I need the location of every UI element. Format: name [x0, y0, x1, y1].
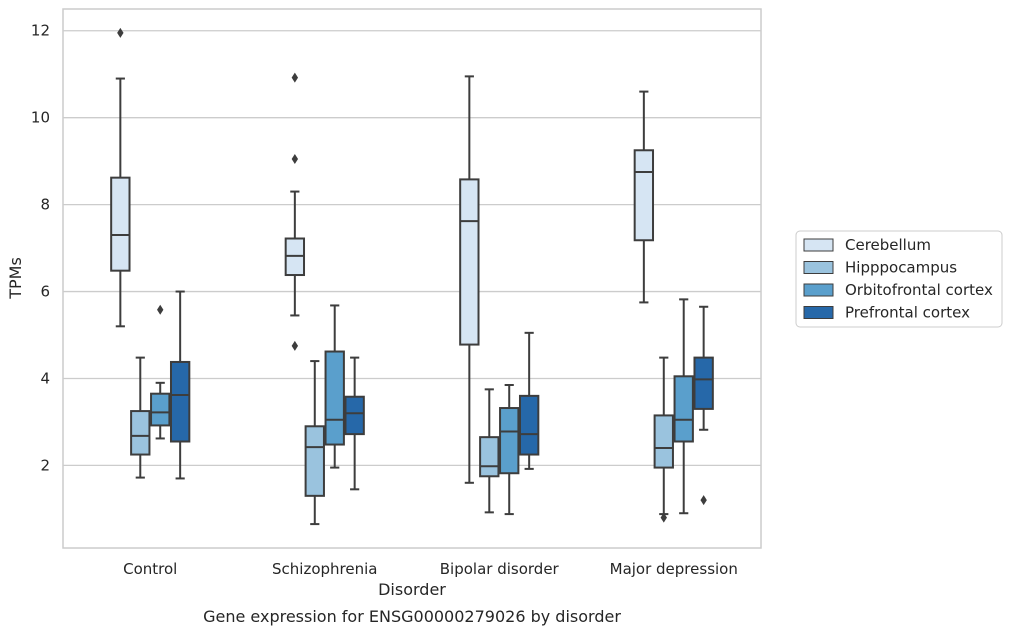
box-prefrontal-cortex: [344, 356, 365, 491]
legend-swatch: [803, 283, 834, 297]
outlier-point: [700, 495, 707, 506]
box-body: [304, 425, 325, 497]
box-body: [324, 350, 345, 446]
outlier-point: [291, 153, 299, 164]
box-body: [169, 360, 191, 443]
x-tick-label: Bipolar disorder: [440, 560, 560, 578]
chart-caption: Gene expression for ENSG00000279026 by d…: [203, 607, 621, 626]
box-cerebellum: [459, 75, 480, 484]
box-body: [653, 414, 674, 469]
legend-swatch: [803, 261, 834, 274]
box-hipppocampus: [653, 356, 674, 523]
box-orbitofrontal-cortex: [499, 383, 520, 516]
outlier-point: [291, 340, 299, 351]
x-tick-label: Schizophrenia: [272, 560, 377, 578]
x-axis-label: Disorder: [378, 580, 446, 599]
box-body: [479, 436, 500, 478]
y-tick-label: 6: [40, 283, 50, 301]
box-hipppocampus: [479, 388, 500, 514]
legend-frame: [795, 230, 1003, 328]
x-tick-label: Major depression: [610, 560, 738, 578]
box-body: [693, 356, 714, 410]
box-cerebellum: [110, 27, 131, 328]
legend-label: Hipppocampus: [845, 259, 957, 277]
y-axis-ticks: 2 4 6 8 10 12: [31, 22, 50, 475]
y-tick-label: 12: [31, 22, 50, 40]
legend-label: Cerebellum: [845, 236, 931, 254]
legend-label: Prefrontal cortex: [845, 304, 970, 322]
outlier-point: [157, 304, 164, 315]
x-axis-ticks: Control Schizophrenia Bipolar disorder Majo…: [123, 560, 738, 578]
outlier-point: [117, 27, 124, 38]
box-hipppocampus: [304, 360, 325, 526]
box-cerebellum: [284, 72, 306, 351]
box-prefrontal-cortex: [693, 305, 714, 506]
box-orbitofrontal-cortex: [150, 304, 171, 440]
box-body: [110, 176, 131, 272]
y-tick-label: 4: [40, 369, 50, 387]
legend-label: Orbitofrontal cortex: [845, 281, 993, 299]
box-body: [499, 407, 520, 475]
box-orbitofrontal-cortex: [673, 298, 694, 515]
outlier-point: [660, 512, 667, 523]
y-axis-label: TPMs: [6, 257, 25, 300]
outlier-point: [291, 72, 299, 83]
boxes: [110, 27, 714, 526]
legend-swatch: [803, 306, 834, 319]
legend-swatch: [803, 238, 834, 252]
y-tick-label: 2: [40, 456, 50, 474]
y-tick-label: 8: [40, 196, 50, 214]
box-body: [459, 178, 480, 346]
plot-frame: [62, 8, 762, 549]
box-orbitofrontal-cortex: [324, 304, 345, 469]
box-body: [150, 392, 171, 427]
legend: Cerebellum Hipppocampus Orbitofrontal cort…: [795, 230, 1003, 328]
box-body: [130, 410, 151, 456]
box-body: [673, 375, 694, 443]
y-tick-label: 10: [31, 109, 50, 127]
box-body: [518, 394, 540, 456]
box-body: [633, 149, 655, 242]
box-body: [344, 395, 365, 436]
box-cerebellum: [633, 90, 655, 304]
box-prefrontal-cortex: [518, 331, 540, 470]
x-tick-label: Control: [123, 560, 177, 578]
box-prefrontal-cortex: [169, 290, 191, 480]
box-hipppocampus: [130, 356, 151, 479]
